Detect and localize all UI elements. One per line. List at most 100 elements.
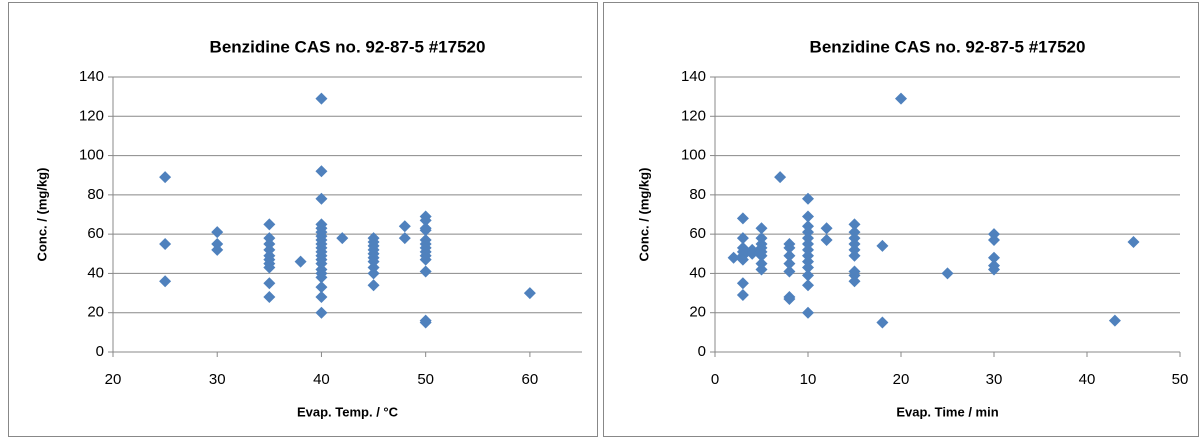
x-tick-label: 10 <box>800 371 817 388</box>
point <box>736 212 749 225</box>
y-tick-label: 120 <box>681 107 706 124</box>
point <box>419 316 432 329</box>
point <box>263 277 276 290</box>
point <box>336 232 349 245</box>
point <box>315 306 328 319</box>
point <box>419 253 432 266</box>
point <box>419 214 432 227</box>
point <box>727 251 740 264</box>
point <box>848 249 861 262</box>
point <box>774 171 787 184</box>
y-tick-label: 120 <box>79 107 104 124</box>
point <box>783 241 796 254</box>
y-tick-label: 100 <box>79 147 104 164</box>
point <box>419 265 432 278</box>
y-tick-label: 100 <box>681 147 706 164</box>
x-axis-label: Evap. Temp. / °C <box>297 404 399 419</box>
point <box>211 243 224 256</box>
y-tick-label: 80 <box>689 186 706 203</box>
point <box>315 271 328 284</box>
y-tick-label: 80 <box>87 186 104 203</box>
x-tick-label: 40 <box>1079 371 1096 388</box>
point <box>802 192 814 205</box>
point <box>367 267 380 280</box>
point <box>755 263 768 276</box>
y-tick-label: 40 <box>87 264 104 281</box>
x-tick-label: 40 <box>313 371 330 388</box>
point <box>783 249 796 262</box>
point <box>159 237 172 250</box>
point <box>398 232 411 245</box>
x-axis-label: Evap. Time / min <box>896 404 998 419</box>
point <box>736 253 749 266</box>
y-tick-label: 60 <box>87 225 104 242</box>
x-tick-label: 0 <box>711 371 719 388</box>
point <box>1108 314 1121 327</box>
point <box>736 289 749 302</box>
point <box>755 222 768 235</box>
x-tick-label: 30 <box>986 371 1003 388</box>
x-tick-label: 50 <box>417 371 434 388</box>
panel-border <box>8 2 598 437</box>
y-axis-label: Conc. / (mg/kg) <box>636 168 651 262</box>
point <box>746 247 759 260</box>
point <box>398 220 411 233</box>
point <box>988 251 1000 264</box>
y-tick-label: 0 <box>698 343 706 360</box>
point <box>211 226 224 239</box>
point <box>159 171 172 184</box>
y-tick-label: 60 <box>689 225 706 242</box>
point <box>876 316 889 329</box>
point <box>263 261 276 274</box>
point <box>263 291 276 303</box>
chart-title: Benzidine CAS no. 92-87-5 #17520 <box>810 37 1086 56</box>
point <box>294 255 307 268</box>
point <box>820 234 833 247</box>
y-tick-label: 20 <box>689 304 706 321</box>
point <box>315 192 328 205</box>
point <box>783 265 796 278</box>
y-tick-label: 0 <box>96 343 104 360</box>
point <box>159 275 172 288</box>
point <box>876 239 889 252</box>
chart-title: Benzidine CAS no. 92-87-5 #17520 <box>210 37 486 56</box>
point <box>802 279 814 292</box>
x-tick-label: 20 <box>893 371 910 388</box>
point <box>783 257 796 270</box>
point <box>802 306 814 319</box>
x-tick-label: 20 <box>105 371 122 388</box>
point <box>523 287 536 300</box>
x-tick-label: 60 <box>522 371 539 388</box>
y-tick-label: 20 <box>87 304 104 321</box>
point <box>1127 236 1140 248</box>
y-tick-label: 40 <box>689 264 706 281</box>
point <box>315 281 328 294</box>
point <box>941 267 954 280</box>
point <box>315 92 328 105</box>
point <box>783 292 796 305</box>
point <box>263 218 276 231</box>
point <box>315 291 328 303</box>
y-tick-label: 140 <box>79 68 104 85</box>
point <box>988 263 1000 276</box>
point <box>895 92 907 105</box>
point <box>820 222 833 235</box>
point <box>848 275 861 288</box>
point <box>367 279 380 292</box>
point <box>802 261 814 274</box>
point <box>988 234 1000 247</box>
point <box>802 210 814 223</box>
y-axis-label: Conc. / (mg/kg) <box>34 168 49 262</box>
point <box>755 249 768 262</box>
point <box>736 232 749 245</box>
point <box>736 277 749 290</box>
x-tick-label: 30 <box>209 371 226 388</box>
point <box>419 224 432 237</box>
panel-border <box>603 2 1199 437</box>
x-tick-label: 50 <box>1172 371 1189 388</box>
y-tick-label: 140 <box>681 68 706 85</box>
point <box>315 165 328 178</box>
point <box>848 218 861 231</box>
point <box>802 269 814 282</box>
